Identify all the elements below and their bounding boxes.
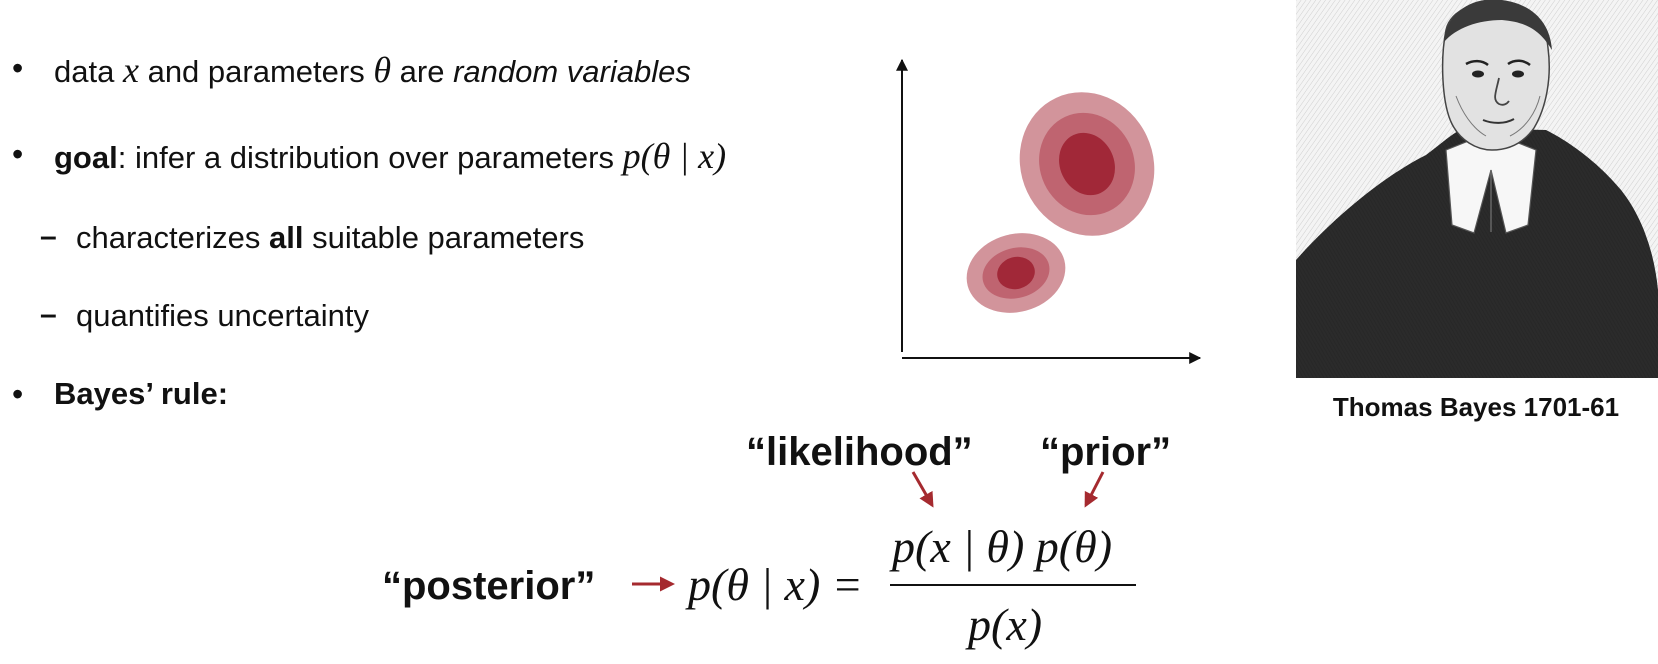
hair <box>1444 0 1552 50</box>
prior-label: “prior” <box>1040 430 1172 474</box>
bullet-random-variables: data x and parameters θ are random varia… <box>54 52 691 88</box>
contour-inner <box>1059 132 1115 196</box>
likelihood-arrow <box>911 471 934 508</box>
math-posterior: p(θ | x) <box>622 136 727 176</box>
equation-numerator: p(x | θ) p(θ) <box>892 521 1113 572</box>
bullet-dot: • <box>12 50 24 86</box>
sub-bullet-dash: – <box>40 298 57 331</box>
equation-denominator: p(x) <box>968 599 1043 650</box>
portrait-caption: Thomas Bayes 1701-61 <box>1332 392 1620 422</box>
text: characterizes <box>76 220 261 255</box>
sub-bullet-dash: – <box>40 220 57 253</box>
bullet-goal: goal: infer a distribution over paramete… <box>54 138 726 174</box>
text-bold: Bayes’ rule: <box>54 376 229 411</box>
mode-large <box>1019 92 1155 236</box>
text: suitable parameters <box>312 220 585 255</box>
equation-lhs: p(θ | x) = <box>688 559 863 610</box>
distribution-figure <box>896 58 1202 364</box>
prior-arrow <box>1084 471 1105 508</box>
sub-bullet-characterizes: characterizes all suitable parameters <box>76 222 584 253</box>
text-bold: goal <box>54 140 118 175</box>
math-x: x <box>122 50 139 90</box>
text: and parameters <box>147 54 365 89</box>
text: : infer a distribution over parameters <box>117 140 614 175</box>
math-theta: θ <box>373 50 392 90</box>
sub-bullet-uncertainty: quantifies uncertainty <box>76 300 369 331</box>
text-italic: random variables <box>453 54 691 89</box>
bullet-dot: • <box>12 376 24 412</box>
contour-inner <box>997 256 1035 290</box>
mode-small <box>966 233 1066 313</box>
text: are <box>399 54 445 89</box>
bullet-dot: • <box>12 136 24 172</box>
fraction-bar <box>890 584 1136 586</box>
text: quantifies uncertainty <box>76 298 369 333</box>
bullet-bayes-rule: Bayes’ rule: <box>54 378 228 409</box>
text: data <box>54 54 115 89</box>
posterior-label: “posterior” <box>382 564 596 608</box>
text-bold: all <box>268 220 304 255</box>
likelihood-label: “likelihood” <box>746 430 973 474</box>
thomas-bayes-portrait <box>1296 0 1658 378</box>
